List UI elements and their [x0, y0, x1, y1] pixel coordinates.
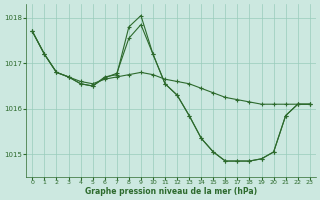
- X-axis label: Graphe pression niveau de la mer (hPa): Graphe pression niveau de la mer (hPa): [85, 187, 257, 196]
